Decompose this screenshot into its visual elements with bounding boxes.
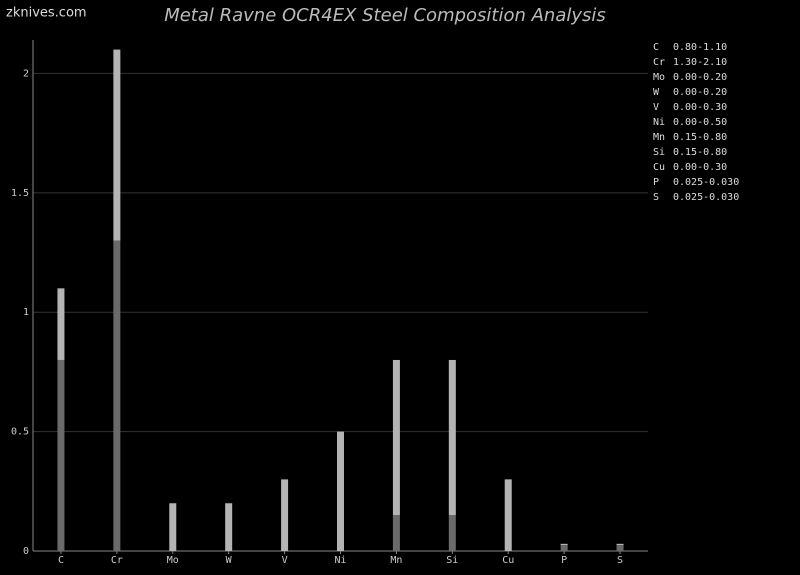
legend-element: Ni [653, 117, 665, 128]
legend-range: 1.30-2.10 [673, 57, 727, 68]
bar-high [448, 359, 456, 516]
legend-element: V [653, 102, 659, 113]
bar-high [281, 479, 289, 551]
bar-low [392, 515, 400, 551]
legend-range: 0.00-0.20 [673, 87, 727, 98]
y-tick-label: 0.5 [11, 427, 29, 438]
bar-high [113, 49, 121, 241]
legend-element: P [653, 177, 659, 188]
legend-element: S [653, 192, 659, 203]
x-tick-label: S [617, 555, 623, 566]
legend-element: Mo [653, 72, 665, 83]
x-tick-label: Ni [334, 555, 346, 566]
x-tick-label: Mn [390, 555, 402, 566]
legend-element: C [653, 42, 659, 53]
y-tick-label: 1 [23, 307, 29, 318]
x-tick-label: V [282, 555, 288, 566]
legend-range: 0.025-0.030 [673, 177, 739, 188]
bar-high [169, 503, 177, 551]
bar-high [225, 503, 233, 551]
x-tick-label: P [561, 555, 567, 566]
bar-high [616, 543, 624, 546]
legend-element: Cu [653, 162, 665, 173]
x-tick-label: Cu [502, 555, 514, 566]
legend-range: 0.025-0.030 [673, 192, 739, 203]
legend-range: 0.15-0.80 [673, 147, 727, 158]
y-tick-label: 1.5 [11, 188, 29, 199]
bar-high [560, 543, 568, 546]
chart-title: Metal Ravne OCR4EX Steel Composition Ana… [164, 5, 606, 26]
bar-low [560, 545, 568, 551]
watermark: zknives.com [6, 6, 87, 21]
bar-high [337, 431, 344, 551]
legend-range: 0.15-0.80 [673, 132, 727, 143]
legend-element: W [653, 87, 660, 98]
x-tick-label: Mo [167, 555, 179, 566]
legend-range: 0.00-0.50 [673, 117, 727, 128]
x-tick-label: Cr [111, 555, 123, 566]
bar-low [448, 515, 456, 551]
bar-high [504, 479, 512, 551]
bar-low [113, 240, 121, 551]
bar-high [392, 359, 400, 516]
bar-high [57, 288, 65, 360]
x-tick-label: C [58, 555, 64, 566]
x-tick-label: Si [446, 555, 458, 566]
legend-range: 0.00-0.30 [673, 162, 727, 173]
legend-element: Si [653, 147, 665, 158]
legend-element: Cr [653, 57, 665, 68]
x-tick-label: W [226, 555, 233, 566]
y-tick-label: 0 [23, 546, 29, 557]
bar-low [616, 545, 624, 551]
legend-range: 0.00-0.20 [673, 72, 727, 83]
legend-element: Mn [653, 132, 665, 143]
y-tick-label: 2 [23, 68, 29, 79]
legend-range: 0.80-1.10 [673, 42, 727, 53]
bar-low [57, 359, 65, 551]
legend-range: 0.00-0.30 [673, 102, 727, 113]
